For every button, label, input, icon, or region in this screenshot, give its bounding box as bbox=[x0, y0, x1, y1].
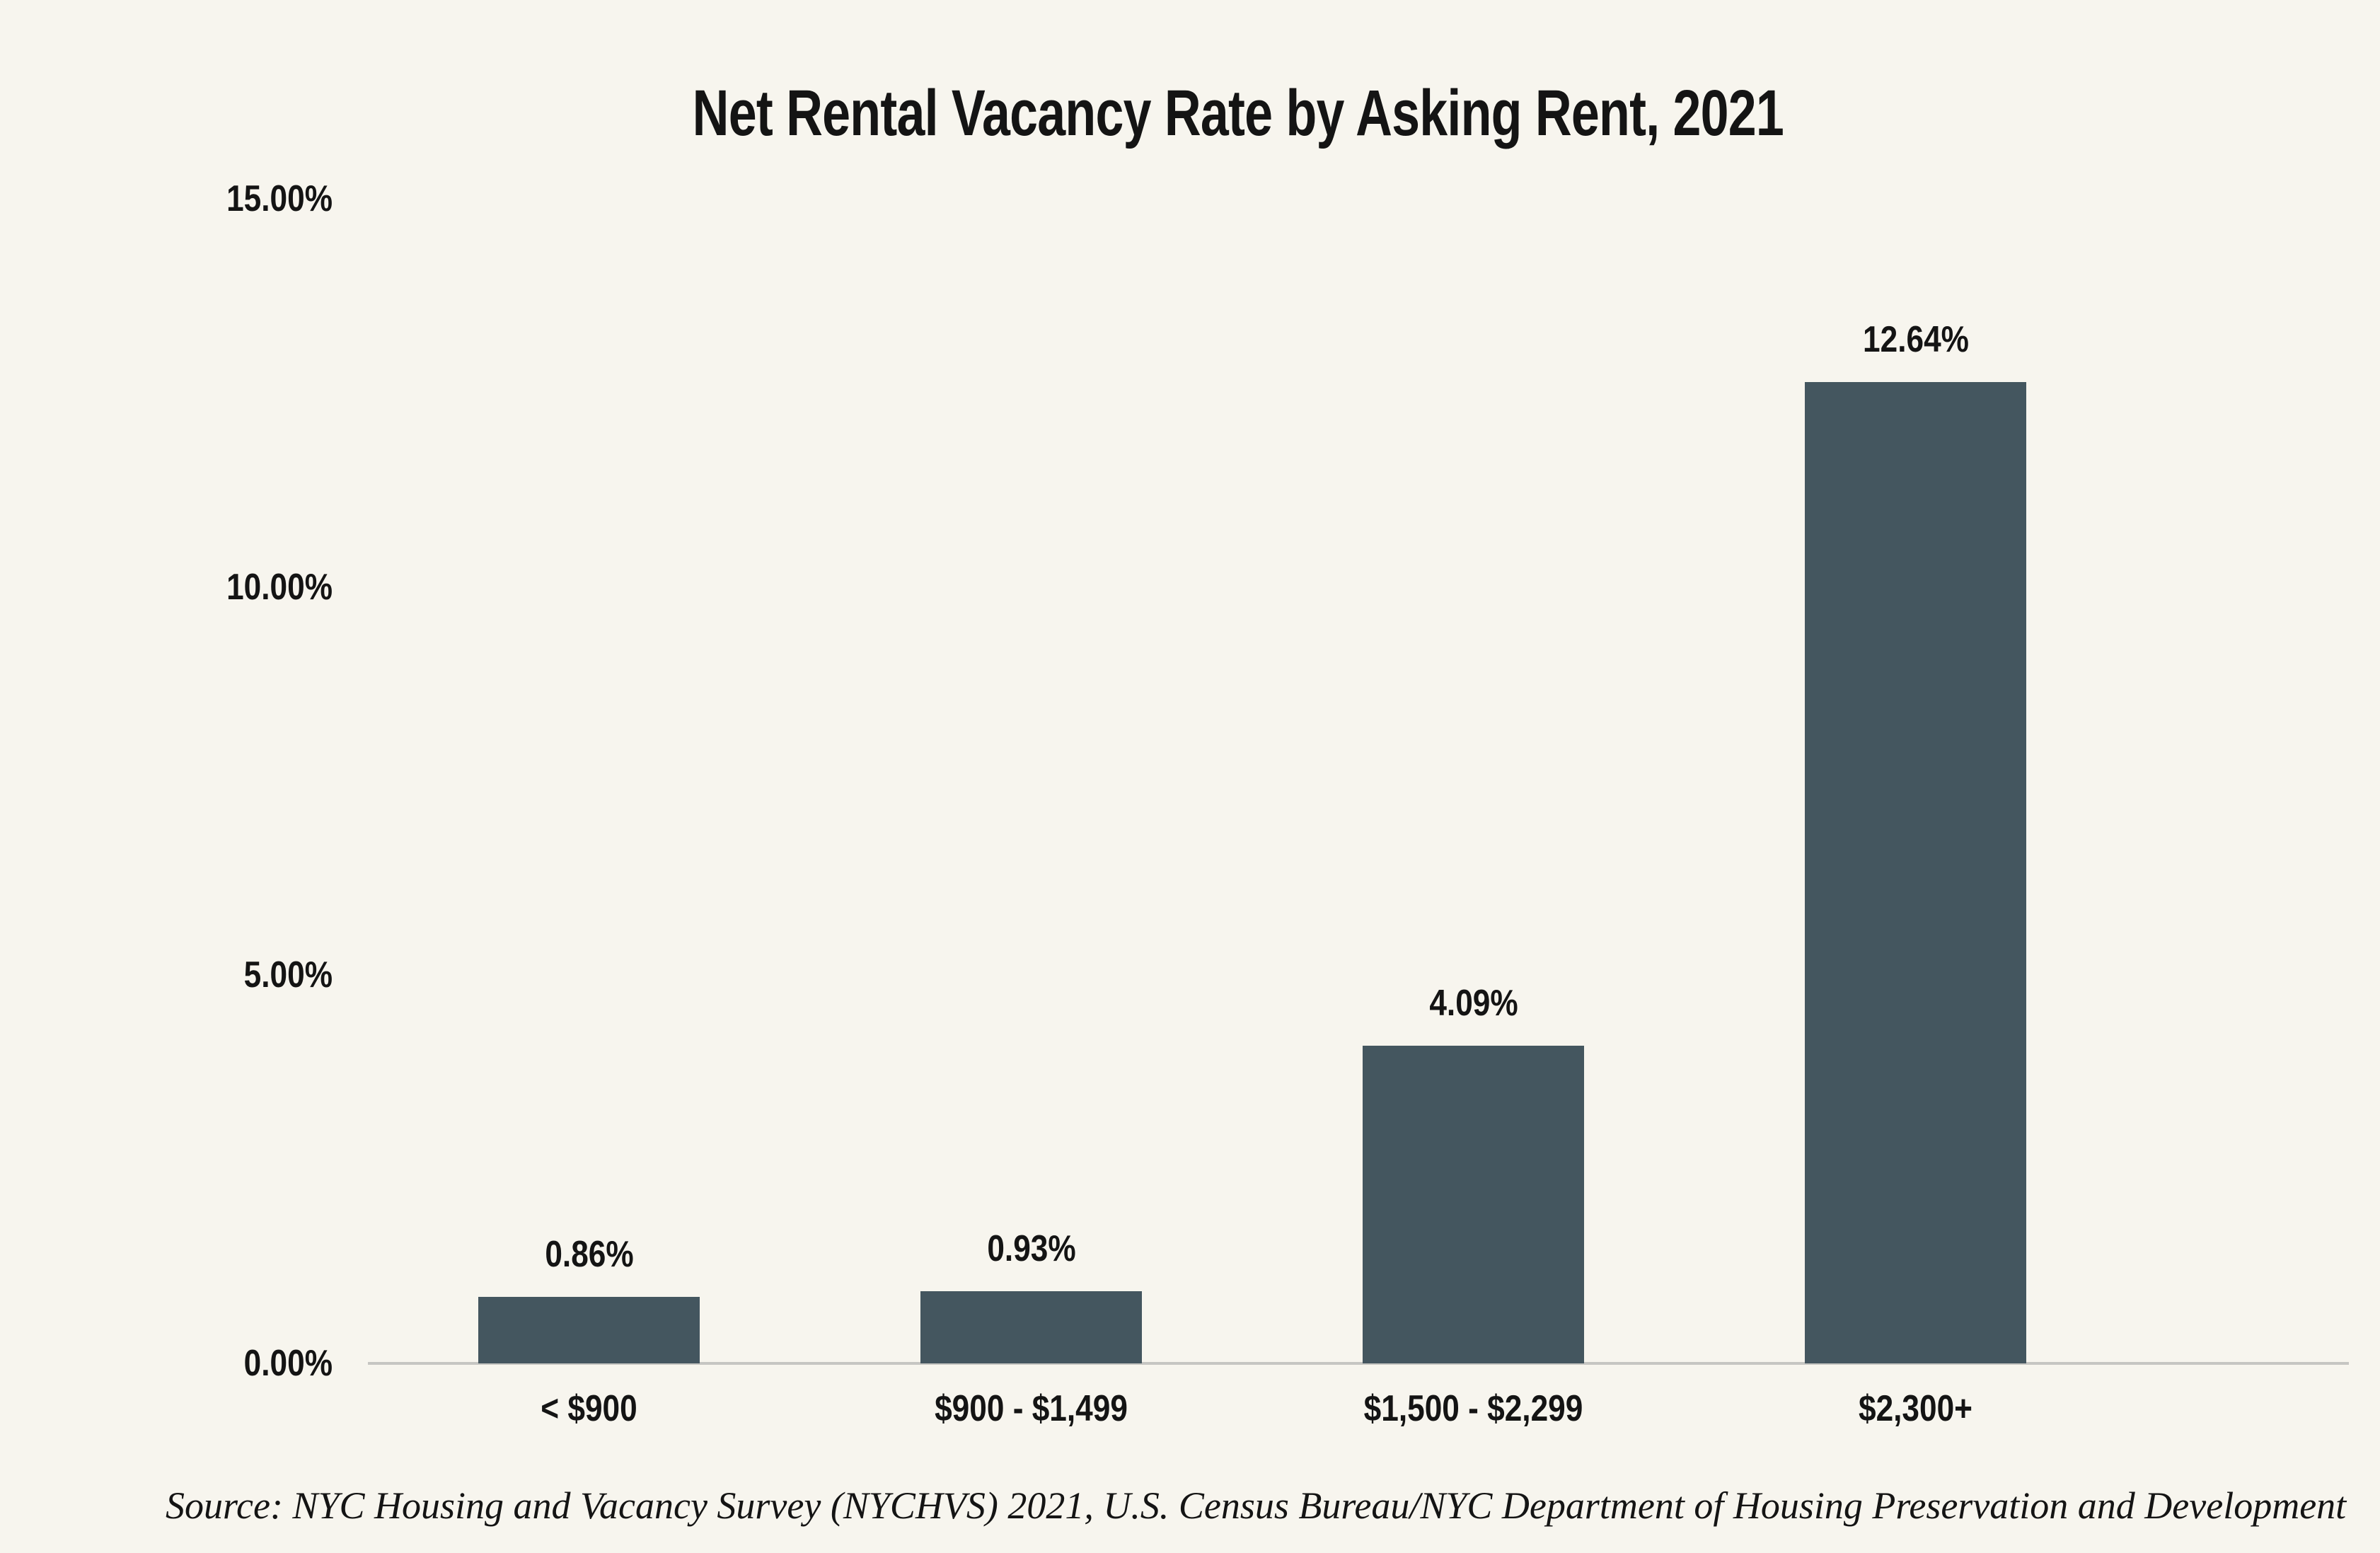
y-axis-tick-label: 10.00% bbox=[226, 566, 333, 608]
bar bbox=[1805, 382, 2026, 1363]
y-axis-tick-label: 5.00% bbox=[243, 954, 333, 996]
y-axis-tick-label: 15.00% bbox=[226, 178, 333, 219]
bar bbox=[920, 1291, 1142, 1363]
x-axis-category-label: < $900 bbox=[541, 1388, 637, 1429]
bar-value-label: 0.86% bbox=[544, 1234, 634, 1275]
bar-value-label: 0.93% bbox=[986, 1228, 1076, 1269]
bar-value-label: 4.09% bbox=[1428, 983, 1518, 1024]
x-axis-baseline bbox=[368, 1362, 2349, 1365]
chart-title: Net Rental Vacancy Rate by Asking Rent, … bbox=[692, 77, 1784, 149]
bar-value-label: 12.64% bbox=[1862, 319, 1969, 360]
bar bbox=[478, 1297, 700, 1363]
bar bbox=[1363, 1046, 1584, 1363]
x-axis-category-label: $1,500 - $2,299 bbox=[1363, 1388, 1583, 1429]
x-axis-category-label: $900 - $1,499 bbox=[935, 1388, 1128, 1429]
x-axis-category-label: $2,300+ bbox=[1858, 1388, 1972, 1429]
y-axis-tick-label: 0.00% bbox=[243, 1343, 333, 1384]
source-note: Source: NYC Housing and Vacancy Survey (… bbox=[166, 1484, 2347, 1527]
